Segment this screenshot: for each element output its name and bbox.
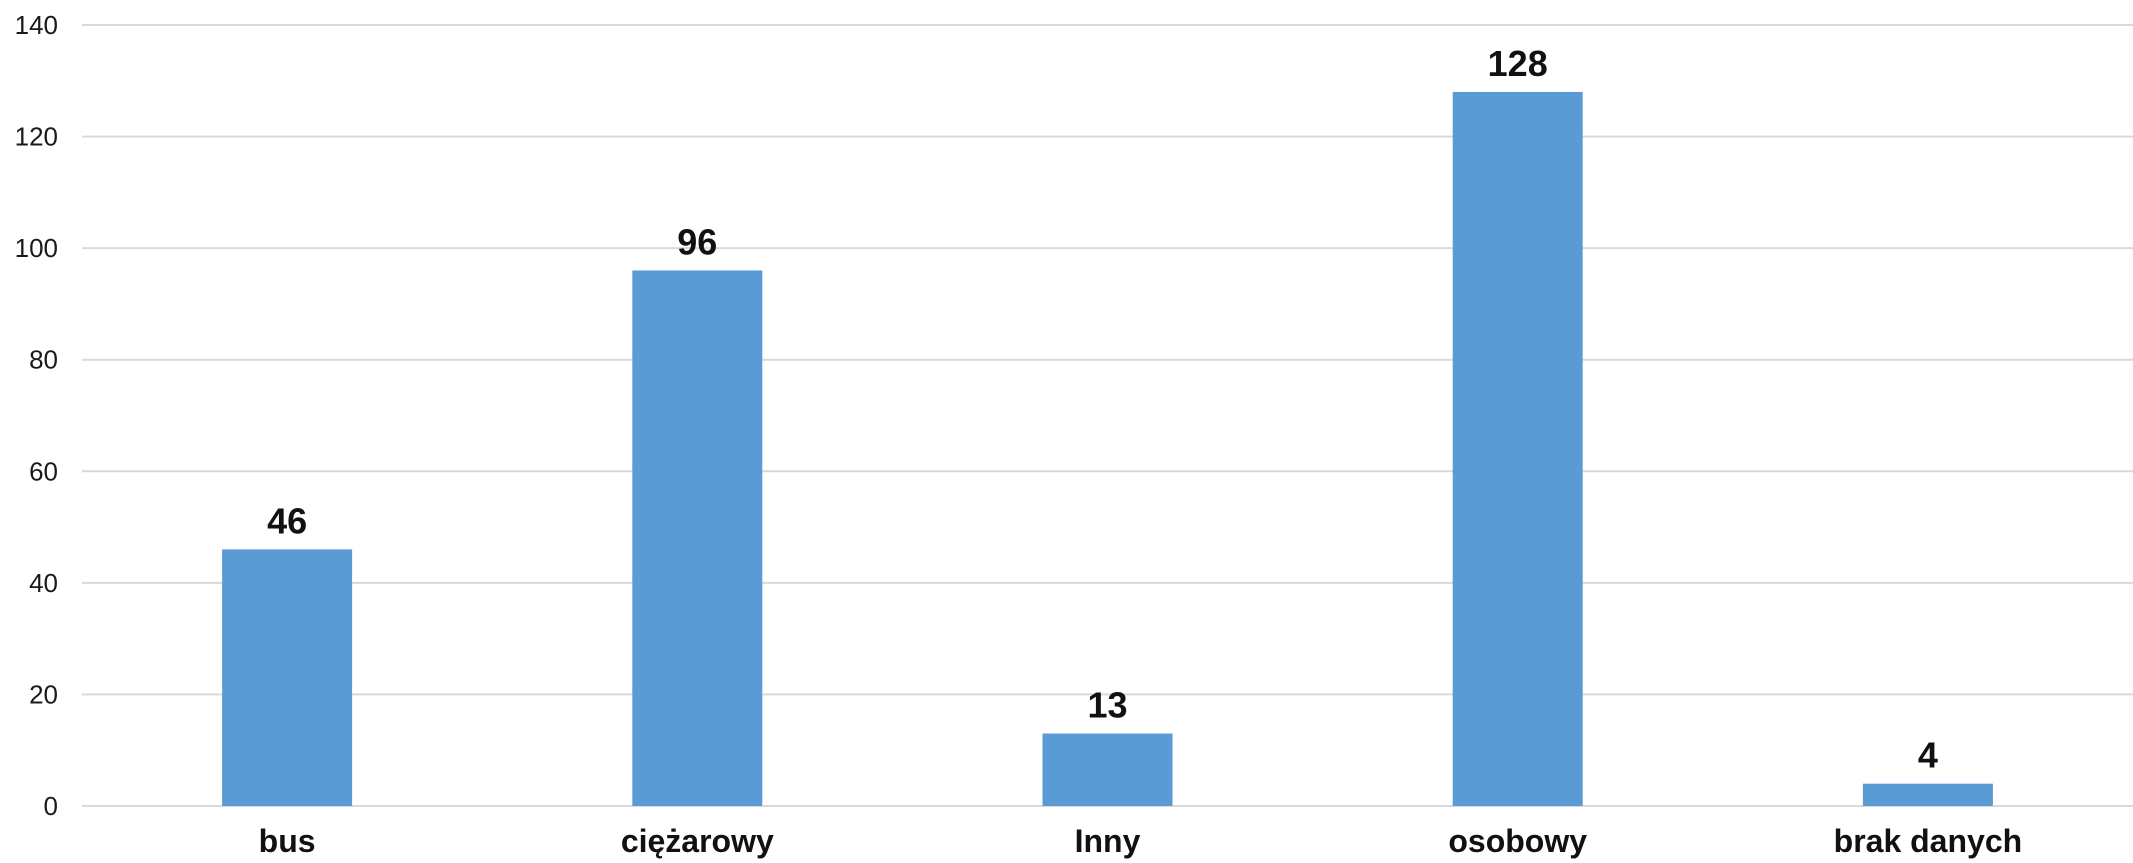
bar xyxy=(1042,733,1173,806)
x-tick-label: Inny xyxy=(1075,823,1141,859)
bar xyxy=(632,270,763,806)
y-tick-label: 40 xyxy=(29,568,58,598)
x-tick-label: bus xyxy=(259,823,316,859)
data-label: 4 xyxy=(1918,735,1938,776)
grid-lines xyxy=(82,24,2133,807)
y-tick-label: 0 xyxy=(44,791,58,821)
y-tick-label: 140 xyxy=(15,10,58,40)
data-label: 13 xyxy=(1087,684,1127,725)
x-tick-label: ciężarowy xyxy=(621,823,774,859)
x-tick-label: osobowy xyxy=(1448,823,1587,859)
data-label: 46 xyxy=(267,500,307,541)
data-label: 96 xyxy=(677,221,717,262)
data-labels: 46 96 13 128 4 xyxy=(267,43,1938,776)
y-tick-label: 20 xyxy=(29,679,58,709)
bar xyxy=(1862,783,1993,806)
data-label: 128 xyxy=(1488,43,1548,84)
x-axis-ticks: bus ciężarowy Inny osobowy brak danych xyxy=(259,823,2023,859)
y-tick-label: 60 xyxy=(29,456,58,486)
bar xyxy=(222,549,353,806)
y-axis-ticks: 0 20 40 60 80 100 120 140 xyxy=(15,10,58,821)
y-tick-label: 100 xyxy=(15,233,58,263)
bars xyxy=(222,91,1993,806)
y-tick-label: 80 xyxy=(29,345,58,375)
bar xyxy=(1452,91,1583,806)
y-tick-label: 120 xyxy=(15,122,58,152)
x-tick-label: brak danych xyxy=(1834,823,2023,859)
